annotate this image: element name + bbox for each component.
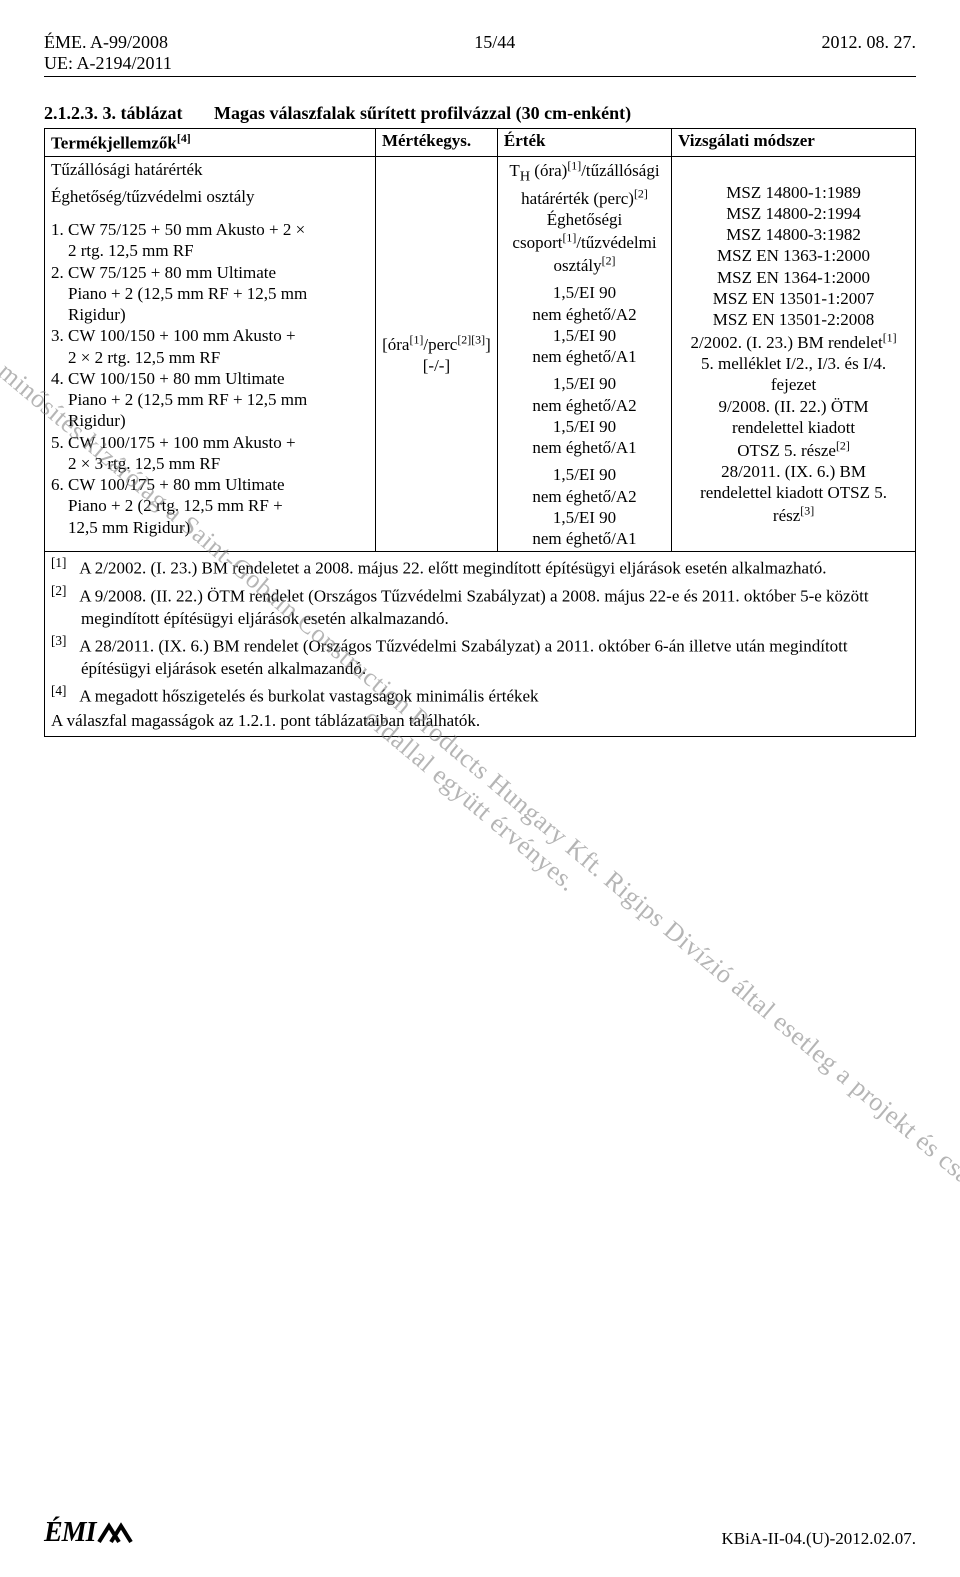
method-5: MSZ EN 1364-1:2000 <box>717 268 870 287</box>
product-6-l2: Piano + 2 (2 rtg. 12,5 mm RF + <box>68 496 283 515</box>
page-footer: ÉMI KBiA-II-04.(U)-2012.02.07. <box>44 1517 916 1549</box>
header-center: 15/44 <box>474 32 515 53</box>
product-4-l1: 4. CW 100/150 + 80 mm Ultimate <box>51 369 285 388</box>
val-6b: nem éghető/A1 <box>532 529 636 548</box>
val-1b: nem éghető/A2 <box>532 305 636 324</box>
method-14: 28/2011. (IX. 6.) BM <box>721 462 866 481</box>
fn3-mark: [3] <box>51 633 66 648</box>
method-9: 5. melléklet I/2., I/3. és I/4. <box>701 354 886 373</box>
method-3: MSZ 14800-3:1982 <box>726 225 861 244</box>
unit-l1b-sup: [2][3] <box>457 332 485 346</box>
header-sub: UE: A-2194/2011 <box>44 53 916 77</box>
footnotes-cell: [1] A 2/2002. (I. 23.) BM rendeletet a 2… <box>45 552 916 736</box>
page-header: ÉME. A-99/2008 15/44 2012. 08. 27. <box>44 32 916 53</box>
product-5-l1: 5. CW 100/175 + 100 mm Akusto + <box>51 433 296 452</box>
val-1a: 1,5/EI 90 <box>553 283 616 302</box>
method-6: MSZ EN 13501-1:2007 <box>713 289 875 308</box>
cell-methods: MSZ 14800-1:1989 MSZ 14800-2:1994 MSZ 14… <box>672 156 916 552</box>
emi-logo: ÉMI <box>44 1517 137 1549</box>
th-product-sup: [4] <box>177 131 191 145</box>
product-1-l1: 1. CW 75/125 + 50 mm Akusto + 2 × <box>51 220 305 239</box>
val-header-2a: Éghetőségi <box>547 210 623 229</box>
product-6-l1: 6. CW 100/175 + 80 mm Ultimate <box>51 475 285 494</box>
method-1: MSZ 14800-1:1989 <box>726 183 861 202</box>
val-header-2b: csoport[1]/tűzvédelmi <box>512 233 656 252</box>
emi-logo-text: ÉMI <box>44 1517 95 1549</box>
fn4-mark: [4] <box>51 683 66 698</box>
method-4: MSZ EN 1363-1:2000 <box>717 246 870 265</box>
fn1-mark: [1] <box>51 555 66 570</box>
unit-l1a-sup: [1] <box>409 332 423 346</box>
product-4-l3: Rigidur) <box>68 411 126 430</box>
footnote-3: [3] A 28/2011. (IX. 6.) BM rendelet (Ors… <box>51 632 909 680</box>
product-2-l2: Piano + 2 (12,5 mm RF + 12,5 mm <box>68 284 307 303</box>
label-fire-limit: Tűzállósági határérték <box>51 160 203 179</box>
val-2b: nem éghető/A1 <box>532 347 636 366</box>
product-5-l2: 2 × 3 rtg. 12,5 mm RF <box>68 454 220 473</box>
fn2-text: A 9/2008. (II. 22.) ÖTM rendelet (Ország… <box>79 587 868 628</box>
product-1-l2: 2 rtg. 12,5 mm RF <box>68 241 194 260</box>
val-5b: nem éghető/A2 <box>532 487 636 506</box>
th-product-text: Termékjellemzők <box>51 134 177 153</box>
footnote-4: [4] A megadott hőszigetelés és burkolat … <box>51 682 909 708</box>
val-5a: 1,5/EI 90 <box>553 465 616 484</box>
table-caption: Magas válaszfalak sűrített profilvázzal … <box>214 103 631 123</box>
method-2: MSZ 14800-2:1994 <box>726 204 861 223</box>
method-11: 9/2008. (II. 22.) ÖTM <box>718 397 868 416</box>
product-6-l3: 12,5 mm Rigidur) <box>68 518 190 537</box>
fn1-text: A 2/2002. (I. 23.) BM rendeletet a 2008.… <box>79 559 826 578</box>
val-header-1: TH (óra)[1]/tűzállósági <box>509 161 659 180</box>
val-4a: 1,5/EI 90 <box>553 417 616 436</box>
fn4-text: A megadott hőszigetelés és burkolat vast… <box>79 686 538 705</box>
method-10: fejezet <box>771 375 816 394</box>
val-4b: nem éghető/A1 <box>532 438 636 457</box>
footer-doc-id: KBiA-II-04.(U)-2012.02.07. <box>721 1529 916 1549</box>
th-product: Termékjellemzők[4] <box>45 129 376 157</box>
method-16: rész[3] <box>773 506 814 525</box>
footnote-tail: A válaszfal magasságok az 1.2.1. pont tá… <box>51 710 909 732</box>
table-head-row: Termékjellemzők[4] Mértékegys. Érték Viz… <box>45 129 916 157</box>
th-value: Érték <box>497 129 671 157</box>
method-7: MSZ EN 13501-2:2008 <box>713 310 875 329</box>
product-2-l3: Rigidur) <box>68 305 126 324</box>
table-number: 2.1.2.3. 3. táblázat <box>44 103 183 123</box>
val-header-1b: határérték (perc)[2] <box>521 189 648 208</box>
th-unit: Mértékegys. <box>375 129 497 157</box>
table-body-row: Tűzállósági határérték Éghetőség/tűzvéde… <box>45 156 916 552</box>
method-12: rendelettel kiadott <box>732 418 855 437</box>
unit-l1a: [óra <box>382 335 409 354</box>
footnote-1: [1] A 2/2002. (I. 23.) BM rendeletet a 2… <box>51 554 909 580</box>
chevron-icon <box>97 1520 137 1549</box>
val-header-2c: osztály[2] <box>553 256 615 275</box>
header-left: ÉME. A-99/2008 <box>44 32 168 53</box>
main-table: Termékjellemzők[4] Mértékegys. Érték Viz… <box>44 128 916 737</box>
method-8: 2/2002. (I. 23.) BM rendelet[1] <box>691 333 897 352</box>
product-3-l2: 2 × 2 rtg. 12,5 mm RF <box>68 348 220 367</box>
th-method: Vizsgálati módszer <box>672 129 916 157</box>
label-fire-class: Éghetőség/tűzvédelmi osztály <box>51 187 254 206</box>
footnotes-row: [1] A 2/2002. (I. 23.) BM rendeletet a 2… <box>45 552 916 736</box>
val-3a: 1,5/EI 90 <box>553 374 616 393</box>
product-3-l1: 3. CW 100/150 + 100 mm Akusto + <box>51 326 296 345</box>
cell-labels: Tűzállósági határérték Éghetőség/tűzvéde… <box>45 156 376 552</box>
val-3b: nem éghető/A2 <box>532 396 636 415</box>
val-6a: 1,5/EI 90 <box>553 508 616 527</box>
fn3-text: A 28/2011. (IX. 6.) BM rendelet (Országo… <box>79 637 847 678</box>
table-title: 2.1.2.3. 3. táblázat Magas válaszfalak s… <box>44 103 916 124</box>
fn2-mark: [2] <box>51 583 66 598</box>
unit-l1b: /perc <box>423 335 457 354</box>
product-2-l1: 2. CW 75/125 + 80 mm Ultimate <box>51 263 276 282</box>
method-13: OTSZ 5. része[2] <box>737 441 850 460</box>
cell-unit: [óra[1]/perc[2][3]] [-/-] <box>375 156 497 552</box>
cell-values: TH (óra)[1]/tűzállósági határérték (perc… <box>497 156 671 552</box>
header-right: 2012. 08. 27. <box>821 32 916 53</box>
val-2a: 1,5/EI 90 <box>553 326 616 345</box>
product-4-l2: Piano + 2 (12,5 mm RF + 12,5 mm <box>68 390 307 409</box>
method-15: rendelettel kiadott OTSZ 5. <box>700 483 887 502</box>
footnote-2: [2] A 9/2008. (II. 22.) ÖTM rendelet (Or… <box>51 582 909 630</box>
unit-l2: [-/-] <box>423 356 450 375</box>
unit-l1c: ] <box>485 335 491 354</box>
